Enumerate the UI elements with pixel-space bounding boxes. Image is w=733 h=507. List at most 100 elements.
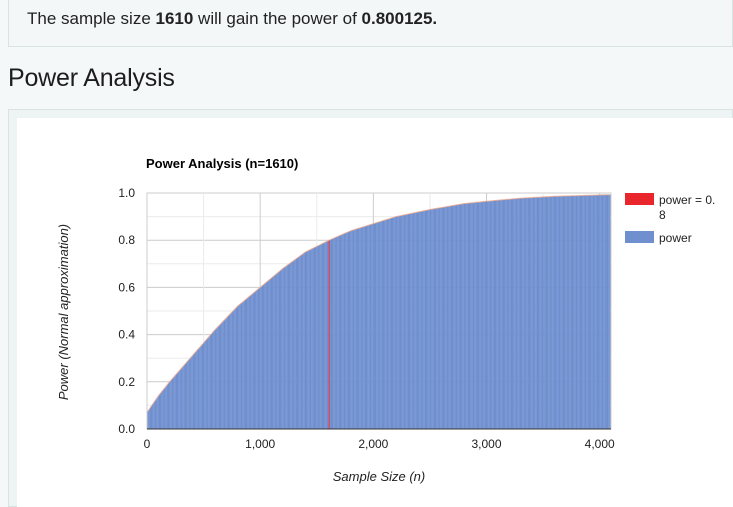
bar-power <box>325 241 327 429</box>
bar-power <box>359 227 361 429</box>
bar-power <box>229 314 231 429</box>
bar-power <box>335 237 337 429</box>
bar-power <box>165 386 167 429</box>
bar-power <box>509 199 511 429</box>
bar-power <box>296 257 299 429</box>
bar-power <box>497 200 499 429</box>
bar-power <box>342 234 344 429</box>
bar-power <box>404 214 406 429</box>
bar-power <box>389 218 391 429</box>
bar-power <box>178 371 180 429</box>
bar-power <box>540 197 542 429</box>
bar-power <box>424 210 426 429</box>
bar-power <box>337 236 339 429</box>
bar-power <box>524 197 526 429</box>
bar-power <box>294 259 296 429</box>
bar-power <box>441 207 443 429</box>
bar-power <box>157 395 159 429</box>
bar-power <box>301 254 303 429</box>
bar-power <box>491 200 493 429</box>
bar-power <box>290 262 292 429</box>
bar-power <box>446 206 448 429</box>
bar-power <box>579 195 582 429</box>
bar-power <box>403 214 405 429</box>
bar-power <box>552 196 554 429</box>
bars-layer <box>147 194 611 429</box>
bar-power <box>308 250 310 429</box>
bar-power <box>175 374 178 429</box>
result-power: 0.800125. <box>361 9 438 28</box>
bar-power <box>182 366 184 429</box>
bar-power <box>571 195 574 429</box>
bar-power <box>284 266 286 429</box>
bar-power <box>577 195 579 429</box>
bar-power <box>242 301 244 429</box>
bar-power <box>440 207 442 429</box>
bar-power <box>556 196 558 429</box>
bar-power <box>217 326 219 429</box>
y-tick-label: 0.2 <box>118 375 135 389</box>
bar-power <box>506 199 508 429</box>
bar-power <box>553 196 556 429</box>
bar-power <box>574 195 576 429</box>
bar-power <box>410 213 412 429</box>
bar-power <box>458 204 460 429</box>
bar-power <box>430 209 432 429</box>
bar-power <box>364 226 367 429</box>
bar-power <box>186 362 188 429</box>
bar-power <box>205 340 207 429</box>
bar-power <box>373 223 376 429</box>
bar-power <box>388 218 390 429</box>
bar-power <box>483 201 485 429</box>
bar-power <box>382 220 385 429</box>
bar-power <box>569 195 571 429</box>
bar-power <box>387 219 389 429</box>
bar-power <box>575 195 577 429</box>
bar-power <box>520 198 523 429</box>
bar-power <box>270 277 273 429</box>
bar-power <box>167 383 170 429</box>
bar-power <box>169 381 171 429</box>
bar-power <box>599 194 601 429</box>
bar-power <box>549 196 551 429</box>
bar-power <box>320 244 322 429</box>
bar-power <box>465 203 467 429</box>
bar-power <box>192 354 194 429</box>
bar-power <box>243 300 245 429</box>
bar-power <box>307 250 309 429</box>
bar-power <box>332 238 334 429</box>
bar-power <box>473 202 475 429</box>
bar-power <box>202 342 205 429</box>
bar-power <box>303 252 305 429</box>
bar-power <box>171 379 173 429</box>
bar-power <box>300 255 302 429</box>
bar-power <box>414 212 416 429</box>
bar-power <box>216 327 218 429</box>
bar-power <box>198 348 200 429</box>
bar-power <box>197 349 199 429</box>
bar-power <box>174 375 176 429</box>
bar-power <box>525 197 527 429</box>
bar-power <box>351 230 353 429</box>
bar-power <box>514 198 516 429</box>
bar-power <box>474 202 476 429</box>
bar-power <box>368 225 370 429</box>
bar-power <box>475 202 477 429</box>
power-curve-outline <box>147 194 610 412</box>
bar-power <box>457 204 459 429</box>
bar-power <box>222 321 224 429</box>
bar-power <box>484 201 486 429</box>
bar-power <box>232 311 234 429</box>
bar-power <box>189 358 191 429</box>
bar-power <box>360 227 362 429</box>
bar-power <box>587 195 589 429</box>
bar-power <box>534 197 536 429</box>
bar-power <box>162 390 164 429</box>
bar-power <box>438 207 440 429</box>
bar-power <box>356 228 359 429</box>
bar-power <box>319 244 321 429</box>
bar-power <box>324 242 326 429</box>
bar-power <box>588 195 591 429</box>
bar-power <box>407 214 410 429</box>
bar-power <box>609 194 611 429</box>
